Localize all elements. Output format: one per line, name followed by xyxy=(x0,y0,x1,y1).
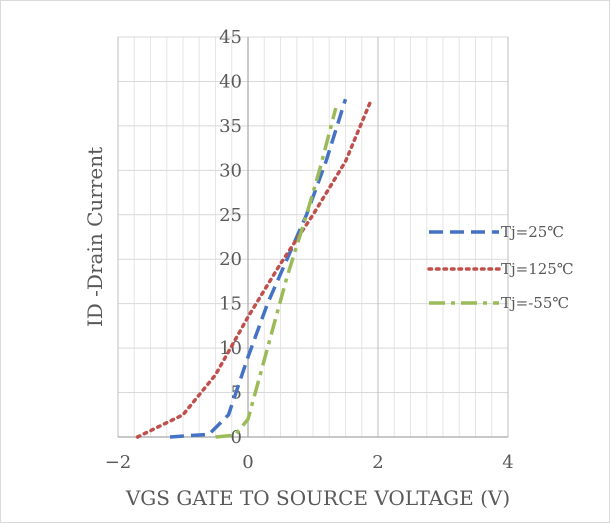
series-line-3 xyxy=(215,107,338,439)
x-axis-title: VGS GATE TO SOURCE VOLTAGE (V) xyxy=(125,486,510,510)
x-tick-label: −2 xyxy=(105,452,132,473)
y-tick-label: 0 xyxy=(231,427,242,448)
y-tick-label: 40 xyxy=(219,71,242,92)
y-tick-label: 20 xyxy=(219,249,242,270)
legend-label-2: Tj=125℃ xyxy=(501,260,574,278)
y-tick-label: 35 xyxy=(219,116,242,137)
y-tick-label: 45 xyxy=(219,27,242,48)
x-tick-label: 4 xyxy=(502,452,513,473)
series-line-2 xyxy=(135,97,374,439)
y-tick-label: 10 xyxy=(219,338,242,359)
y-tick-label: 15 xyxy=(219,294,242,315)
x-tick-label: 0 xyxy=(242,452,253,473)
legend-label-1: Tj=25℃ xyxy=(501,223,564,241)
y-tick-label: 25 xyxy=(219,205,242,226)
y-axis-title: ID -Drain Current xyxy=(83,147,107,327)
x-tick-label: 2 xyxy=(372,452,383,473)
y-tick-label: 30 xyxy=(219,160,242,181)
series-line-1 xyxy=(169,98,348,439)
legend-label-3: Tj=-55℃ xyxy=(501,294,569,312)
